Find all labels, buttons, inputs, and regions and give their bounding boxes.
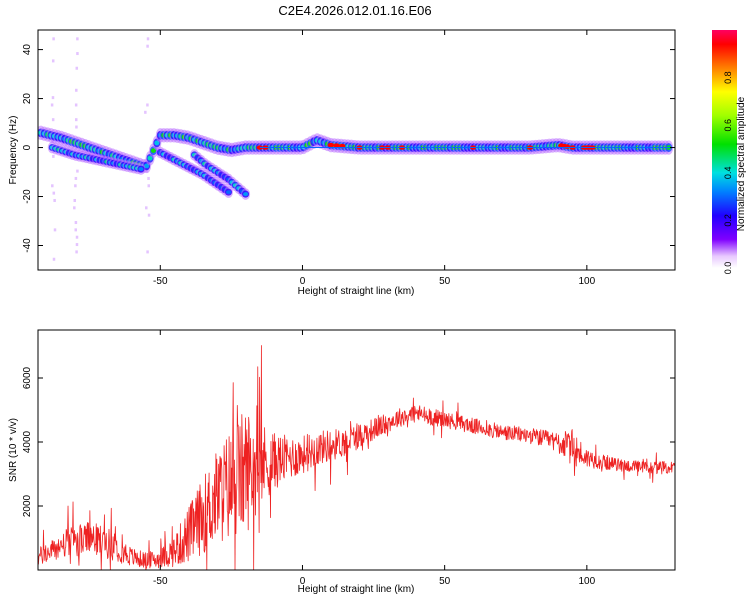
top-y-axis-label: Frequency (Hz) — [8, 116, 19, 185]
noise-streak — [75, 66, 79, 70]
y-tick-label: 20 — [22, 93, 33, 105]
x-tick-label: 100 — [579, 576, 596, 587]
noise-streak — [144, 110, 147, 114]
noise-streak — [146, 250, 149, 254]
noise-streak — [75, 243, 79, 247]
spectral-peak — [150, 148, 156, 153]
snr-panel: -50 0 50 100 2000 4000 6000 Height of straigh… — [8, 329, 676, 595]
noise-streak — [146, 44, 149, 48]
noise-streak — [75, 88, 78, 92]
top-y-axis: -40 -20 0 20 40 — [22, 44, 675, 253]
colorbar-tick-label: 0.8 — [723, 71, 733, 84]
noise-streak — [73, 198, 77, 202]
noise-streak — [76, 52, 79, 56]
noise-streak — [51, 118, 55, 122]
x-tick-label: 50 — [439, 576, 451, 587]
noise-streak — [51, 59, 55, 63]
colorbar-tick-label: 0.6 — [723, 119, 733, 132]
spectral-max — [333, 143, 340, 148]
noise-streak — [53, 198, 56, 202]
x-tick-label: -50 — [153, 576, 168, 587]
x-tick-label: 0 — [300, 576, 306, 587]
spectral-peak — [226, 190, 232, 195]
spectral-peak — [138, 167, 144, 172]
y-tick-label: -20 — [22, 189, 33, 204]
noise-streak — [74, 103, 78, 107]
y-tick-label: 4000 — [22, 430, 33, 453]
spectral-peak — [154, 140, 160, 146]
bottom-x-axis: -50 0 50 100 — [153, 330, 596, 587]
noise-streak — [50, 103, 54, 107]
noise-streak — [53, 228, 57, 232]
noise-streak — [52, 37, 55, 41]
noise-streak — [146, 37, 150, 41]
colorbar-gradient — [712, 30, 737, 268]
spectral-max — [563, 144, 571, 149]
colorbar-tick-label: 0.0 — [723, 262, 733, 275]
top-x-axis: -50 0 50 100 — [153, 30, 596, 287]
spectrogram-frame — [37, 29, 676, 271]
noise-streak — [74, 176, 78, 180]
snr-frame — [37, 329, 676, 571]
noise-streak — [74, 221, 78, 225]
noise-streak — [76, 37, 79, 41]
x-tick-label: -50 — [153, 276, 168, 287]
spectral-peak — [243, 192, 249, 197]
noise-streak — [146, 103, 149, 107]
y-tick-label: 2000 — [22, 494, 33, 517]
bottom-y-axis: 2000 4000 6000 — [22, 366, 675, 517]
y-tick-label: 0 — [22, 144, 33, 150]
snr-series-line — [38, 345, 675, 570]
x-tick-label: 0 — [300, 276, 306, 287]
colorbar-tick-label: 0.4 — [723, 167, 733, 180]
noise-streak — [75, 118, 78, 122]
noise-streak — [145, 206, 148, 210]
noise-streak — [147, 176, 150, 180]
bottom-x-axis-label: Height of straight line (km) — [298, 584, 415, 595]
y-tick-label: 40 — [22, 44, 33, 56]
noise-streak — [74, 184, 77, 188]
noise-streak — [147, 213, 151, 217]
noise-streak — [75, 125, 78, 129]
spectral-peak — [147, 155, 153, 161]
noise-streak — [51, 96, 55, 100]
noise-streak — [51, 184, 54, 188]
x-tick-label: 50 — [439, 276, 451, 287]
noise-streak — [52, 257, 56, 261]
colorbar-tick-label: 0.2 — [723, 214, 733, 227]
bottom-y-axis-label: SNR (10 * v/v) — [8, 418, 19, 482]
snr-background — [38, 330, 675, 570]
noise-streak — [75, 235, 79, 239]
colorbar-label: Normalized spectral amplitude — [736, 96, 747, 231]
noise-streak — [73, 206, 76, 210]
spectrogram-heatmap — [38, 37, 675, 261]
noise-streak — [75, 250, 78, 254]
noise-streak — [76, 169, 79, 173]
colorbar: 0.0 0.2 0.4 0.6 0.8 Normalized spectral ampl… — [712, 30, 747, 274]
noise-streak — [52, 154, 55, 158]
noise-streak — [74, 228, 77, 232]
chart-title: C2E4.2026.012.01.16.E06 — [278, 3, 431, 18]
noise-streak — [147, 184, 151, 188]
y-tick-label: 6000 — [22, 366, 33, 389]
spectral-max — [327, 142, 335, 148]
x-tick-label: 100 — [579, 276, 596, 287]
noise-streak — [52, 191, 56, 195]
y-tick-label: -40 — [22, 238, 33, 253]
colorbar-ticks: 0.0 0.2 0.4 0.6 0.8 — [723, 71, 733, 274]
spectral-peak — [144, 163, 150, 169]
spectrogram-panel: -50 0 50 100 -40 -20 0 20 40 Height of straight… — [8, 29, 676, 297]
top-x-axis-label: Height of straight line (km) — [298, 286, 415, 297]
